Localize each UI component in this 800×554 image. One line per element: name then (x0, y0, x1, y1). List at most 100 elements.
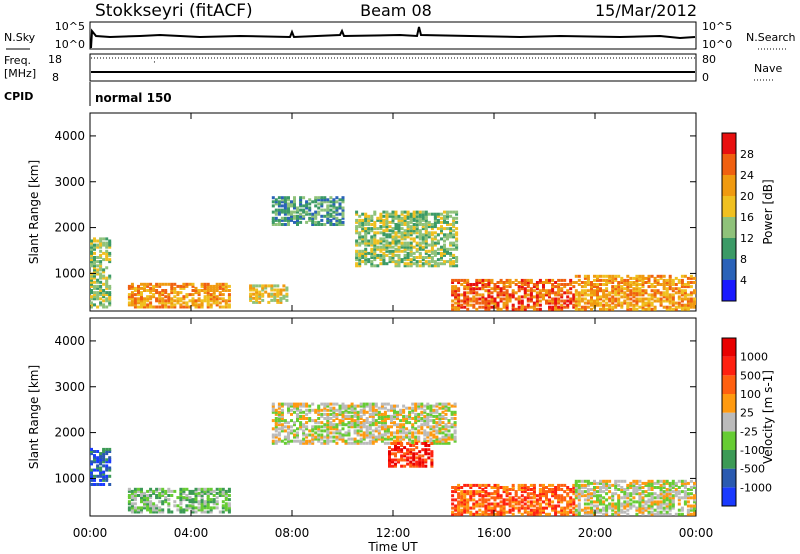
data-cell (446, 260, 449, 264)
data-cell (557, 483, 561, 487)
data-cell (412, 454, 416, 458)
data-cell (551, 490, 555, 494)
data-cell (227, 510, 231, 514)
data-cell (358, 262, 362, 266)
data-cell (323, 402, 327, 406)
data-cell (430, 249, 434, 253)
data-cell (385, 235, 389, 239)
data-cell (179, 510, 183, 514)
data-cell (305, 220, 309, 224)
data-cell (170, 301, 174, 305)
data-cell (599, 301, 602, 305)
data-cell (137, 299, 140, 303)
data-cell (400, 245, 404, 249)
data-cell (444, 437, 448, 441)
data-cell (287, 204, 290, 208)
data-cell (665, 512, 669, 516)
data-cell (108, 295, 112, 299)
data-cell (296, 427, 299, 431)
data-cell (376, 241, 380, 245)
data-cell (499, 508, 503, 512)
data-cell (105, 299, 109, 303)
data-cell (427, 235, 431, 239)
data-cell (626, 278, 630, 282)
nsky-tick-top: 10^5 (55, 20, 85, 33)
data-cell (466, 506, 470, 510)
data-cell (188, 498, 192, 502)
data-cell (379, 216, 383, 220)
data-cell (341, 206, 345, 210)
data-cell (429, 431, 433, 435)
data-cell (93, 293, 96, 297)
data-cell (438, 421, 442, 425)
data-cell (164, 299, 168, 303)
data-cell (508, 498, 512, 502)
data-cell (137, 508, 140, 512)
data-cell (629, 283, 633, 286)
data-cell (308, 410, 312, 414)
data-cell (626, 502, 630, 506)
data-cell (317, 404, 321, 408)
data-cell (689, 496, 693, 500)
data-cell (374, 404, 378, 408)
data-cell (287, 433, 290, 437)
data-cell (274, 208, 278, 212)
data-cell (385, 253, 389, 257)
data-cell (367, 241, 371, 245)
data-cell (574, 479, 578, 483)
data-cell (326, 206, 330, 210)
data-cell (380, 435, 384, 439)
data-cell (463, 293, 467, 297)
data-cell (441, 417, 445, 420)
data-cell (365, 429, 369, 433)
data-cell (435, 431, 439, 435)
data-cell (185, 506, 189, 510)
data-cell (277, 419, 281, 423)
data-cell (105, 297, 109, 301)
data-cell (647, 492, 651, 496)
data-cell (426, 406, 430, 410)
data-cell (683, 307, 687, 311)
data-cell (635, 297, 639, 301)
data-cell (614, 274, 618, 278)
data-cell (586, 278, 590, 282)
data-cell (417, 404, 421, 408)
data-cell (454, 488, 458, 491)
data-cell (287, 198, 290, 202)
data-cell (355, 227, 359, 231)
data-cell (487, 303, 491, 307)
data-cell (511, 295, 515, 299)
data-cell (478, 287, 482, 291)
data-cell (414, 412, 418, 416)
data-cell (155, 487, 159, 491)
colorbar-segment (722, 412, 736, 432)
data-cell (394, 253, 398, 257)
data-cell (487, 307, 491, 311)
data-cell (212, 291, 216, 295)
data-cell (394, 260, 398, 264)
data-cell (432, 414, 436, 418)
data-cell (105, 478, 109, 482)
data-cell (370, 247, 374, 251)
data-cell (656, 481, 660, 485)
data-cell (665, 293, 669, 297)
data-cell (285, 294, 289, 298)
data-cell (356, 433, 360, 437)
data-cell (158, 508, 162, 512)
data-cell (653, 496, 657, 500)
data-cell (367, 220, 371, 224)
data-cell (424, 448, 428, 452)
data-cell (443, 235, 446, 239)
data-cell (412, 229, 416, 233)
data-cell (450, 433, 454, 437)
data-cell (415, 220, 419, 224)
data-cell (647, 498, 651, 502)
data-cell (368, 433, 372, 437)
data-cell (203, 510, 207, 514)
data-cell (453, 431, 457, 435)
data-cell (596, 276, 599, 280)
data-cell (466, 498, 470, 502)
data-cell (137, 494, 140, 497)
data-cell (206, 299, 210, 303)
data-cell (227, 489, 231, 493)
